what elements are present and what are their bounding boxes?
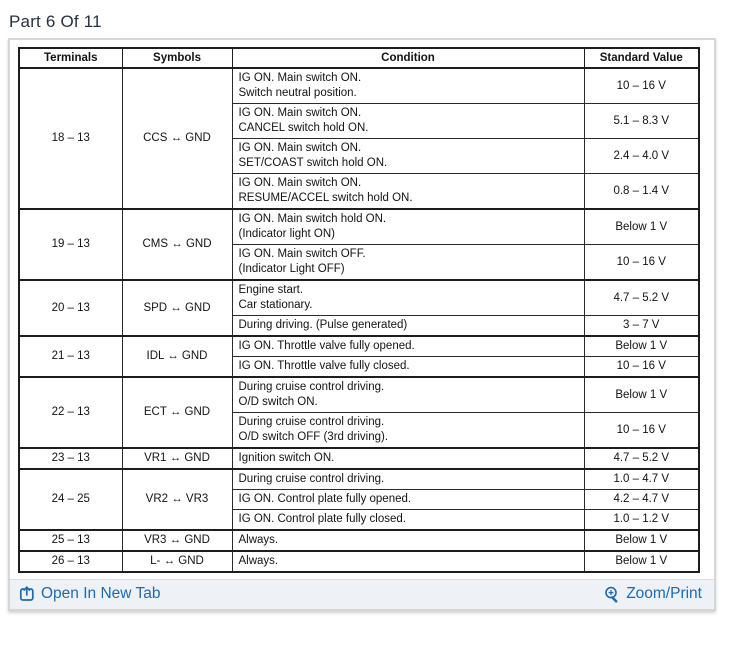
table-row: 20 – 13 SPD ↔ GND Engine start. Car station…	[18, 279, 700, 337]
terminals-cell: 24 – 25	[18, 468, 123, 531]
terminals-cell: 26 – 13	[18, 550, 123, 573]
condition-cell: IG ON. Main switch ON. RESUME/ACCEL switc…	[231, 173, 585, 210]
standard-value-cell: 1.0 – 4.7 V	[583, 468, 700, 490]
symbol-cell: SPD ↔ GND	[121, 279, 233, 337]
condition-cell: Always.	[231, 550, 585, 573]
open-in-new-tab-link[interactable]: Open In New Tab	[19, 585, 160, 603]
column-header-standard-value: Standard Value	[583, 47, 700, 69]
symbol-cell: CMS ↔ GND	[121, 208, 233, 281]
table-row: IG ON. Main switch ON. SET/COAST switch h…	[19, 138, 700, 174]
column-header-terminals: Terminals	[18, 47, 123, 69]
table-row: During cruise control driving. O/D switch…	[19, 412, 700, 449]
standard-value-cell: Below 1 V	[583, 208, 700, 245]
symbol-cell: CCS ↔ GND	[121, 67, 233, 210]
standard-value-cell: 10 – 16 V	[583, 244, 700, 281]
zoom-print-link[interactable]: Zoom/Print	[603, 585, 702, 603]
page-title: Part 6 Of 11	[9, 12, 102, 31]
symbol-cell: VR3 ↔ GND	[121, 529, 233, 552]
spec-table-body: 18 – 13 CCS ↔ GND IG ON. Main switch ON. Sw…	[18, 67, 700, 573]
condition-cell: IG ON. Control plate fully opened.	[231, 489, 585, 510]
terminals-cell: 22 – 13	[18, 376, 123, 449]
symbol-cell: VR1 ↔ GND	[121, 447, 233, 470]
content-panel: Terminals Symbols Condition Standard Val…	[8, 38, 716, 611]
table-row: 23 – 13 VR1 ↔ GND Ignition switch ON. 4.7 –…	[18, 447, 700, 470]
standard-value-cell: 0.8 – 1.4 V	[583, 173, 700, 210]
terminals-cell: 20 – 13	[18, 279, 123, 337]
condition-cell: IG ON. Main switch ON. CANCEL switch hold…	[231, 103, 585, 139]
condition-cell: IG ON. Main switch hold ON. (Indicator li…	[231, 208, 585, 245]
condition-cell: During cruise control driving. O/D switch…	[231, 412, 585, 449]
standard-value-cell: 2.4 – 4.0 V	[583, 138, 700, 174]
column-header-symbols: Symbols	[121, 47, 233, 69]
symbol-cell: IDL ↔ GND	[121, 335, 233, 378]
standard-value-cell: 4.7 – 5.2 V	[583, 279, 700, 316]
condition-cell: Engine start. Car stationary.	[231, 279, 585, 316]
table-row: IG ON. Control plate fully opened. 4.2 – …	[19, 489, 700, 510]
table-row: 25 – 13 VR3 ↔ GND Always. Below 1 V	[18, 529, 700, 552]
condition-cell: Ignition switch ON.	[231, 447, 585, 470]
standard-value-cell: 1.0 – 1.2 V	[583, 509, 700, 531]
symbol-cell: ECT ↔ GND	[121, 376, 233, 449]
terminals-cell: 18 – 13	[18, 67, 123, 210]
zoom-print-label: Zoom/Print	[626, 585, 702, 602]
condition-cell: During cruise control driving. O/D switch…	[231, 376, 585, 413]
table-row: 21 – 13 IDL ↔ GND IG ON. Throttle valve fu…	[18, 335, 700, 378]
table-row: IG ON. Main switch ON. RESUME/ACCEL switc…	[19, 173, 700, 210]
symbol-cell: VR2 ↔ VR3	[121, 468, 233, 531]
column-header-condition: Condition	[231, 47, 585, 69]
condition-cell: IG ON. Throttle valve fully opened.	[231, 335, 585, 357]
standard-value-cell: 10 – 16 V	[583, 356, 700, 378]
standard-value-cell: 4.7 – 5.2 V	[583, 447, 700, 470]
condition-cell: IG ON. Throttle valve fully closed.	[231, 356, 585, 378]
condition-cell: IG ON. Main switch ON. Switch neutral pos…	[231, 67, 585, 104]
table-wrap: Terminals Symbols Condition Standard Val…	[10, 40, 714, 573]
panel-footer: Open In New Tab Zoom/Print	[10, 579, 714, 609]
table-row: IG ON. Main switch ON. CANCEL switch hold…	[19, 103, 700, 139]
spec-table: Terminals Symbols Condition Standard Val…	[18, 47, 700, 573]
condition-cell: During driving. (Pulse generated)	[231, 315, 585, 337]
table-row: 24 – 25 VR2 ↔ VR3 During cruise control dr…	[18, 468, 700, 531]
table-row: 18 – 13 CCS ↔ GND IG ON. Main switch ON. Sw…	[18, 67, 700, 210]
standard-value-cell: Below 1 V	[583, 529, 700, 552]
condition-cell: IG ON. Control plate fully closed.	[231, 509, 585, 531]
terminals-cell: 23 – 13	[18, 447, 123, 470]
condition-cell: Always.	[231, 529, 585, 552]
standard-value-cell: 10 – 16 V	[583, 67, 700, 104]
terminals-cell: 25 – 13	[18, 529, 123, 552]
page: Part 6 Of 11 Terminals Symbols Condition…	[8, 12, 716, 611]
table-row: IG ON. Control plate fully closed. 1.0 – …	[19, 509, 700, 531]
standard-value-cell: 4.2 – 4.7 V	[583, 489, 700, 510]
standard-value-cell: 5.1 – 8.3 V	[583, 103, 700, 139]
open-in-new-tab-icon	[19, 586, 35, 602]
zoom-plus-icon	[603, 586, 620, 603]
standard-value-cell: 10 – 16 V	[583, 412, 700, 449]
table-row: 26 – 13 L- ↔ GND Always. Below 1 V	[18, 550, 700, 573]
condition-cell: During cruise control driving.	[231, 468, 585, 490]
standard-value-cell: 3 – 7 V	[583, 315, 700, 337]
table-row: 19 – 13 CMS ↔ GND IG ON. Main switch hold …	[18, 208, 700, 281]
standard-value-cell: Below 1 V	[583, 376, 700, 413]
terminals-cell: 21 – 13	[18, 335, 123, 378]
condition-cell: IG ON. Main switch OFF. (Indicator Light …	[231, 244, 585, 281]
standard-value-cell: Below 1 V	[583, 335, 700, 357]
open-in-new-tab-label: Open In New Tab	[41, 585, 161, 602]
symbol-cell: L- ↔ GND	[121, 550, 233, 573]
table-row: IG ON. Main switch OFF. (Indicator Light …	[19, 244, 700, 281]
condition-cell: IG ON. Main switch ON. SET/COAST switch h…	[231, 138, 585, 174]
terminals-cell: 19 – 13	[18, 208, 123, 281]
standard-value-cell: Below 1 V	[583, 550, 700, 573]
header-row: Terminals Symbols Condition Standard Val…	[18, 47, 700, 69]
table-row: 22 – 13 ECT ↔ GND During cruise control dr…	[18, 376, 700, 449]
